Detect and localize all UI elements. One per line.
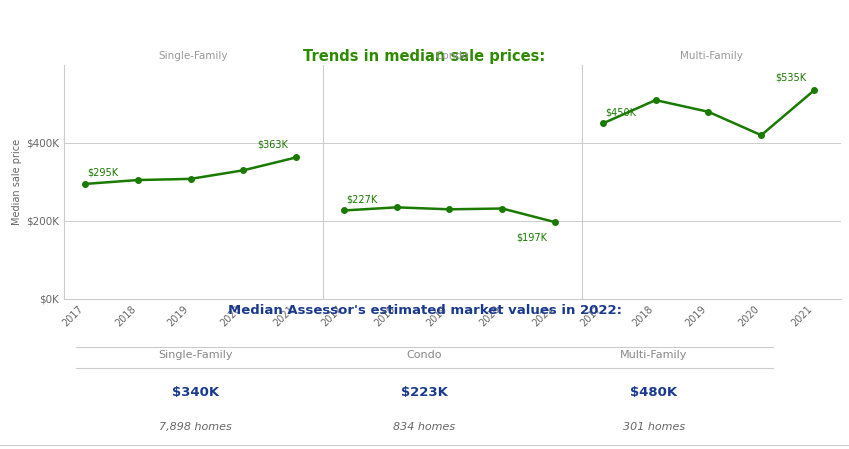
Text: Single-Family: Single-Family (158, 350, 233, 360)
Text: Condo: Condo (407, 350, 442, 360)
Text: $197K: $197K (516, 232, 548, 242)
Text: $450K: $450K (605, 107, 637, 117)
Text: 7,898 homes: 7,898 homes (159, 422, 232, 432)
Text: 2022: Norwood Park Township: 2022: Norwood Park Township (10, 10, 284, 25)
Text: Trends in median sale prices:: Trends in median sale prices: (303, 48, 546, 63)
Text: 834 homes: 834 homes (393, 422, 456, 432)
Text: $340K: $340K (171, 386, 219, 399)
Text: $363K: $363K (257, 140, 288, 150)
Y-axis label: Median sale price: Median sale price (12, 139, 21, 225)
Text: Median Assessor's estimated market values in 2022:: Median Assessor's estimated market value… (228, 304, 621, 317)
Text: $227K: $227K (346, 194, 378, 204)
Text: $535K: $535K (775, 73, 807, 83)
Text: $480K: $480K (630, 386, 678, 399)
Text: $223K: $223K (401, 386, 448, 399)
Text: Multi-Family: Multi-Family (620, 350, 688, 360)
Text: $295K: $295K (87, 167, 119, 178)
Text: 301 homes: 301 homes (622, 422, 685, 432)
Title: Multi-Family: Multi-Family (679, 52, 743, 62)
Title: Single-Family: Single-Family (159, 52, 228, 62)
Title: Condo: Condo (436, 52, 469, 62)
